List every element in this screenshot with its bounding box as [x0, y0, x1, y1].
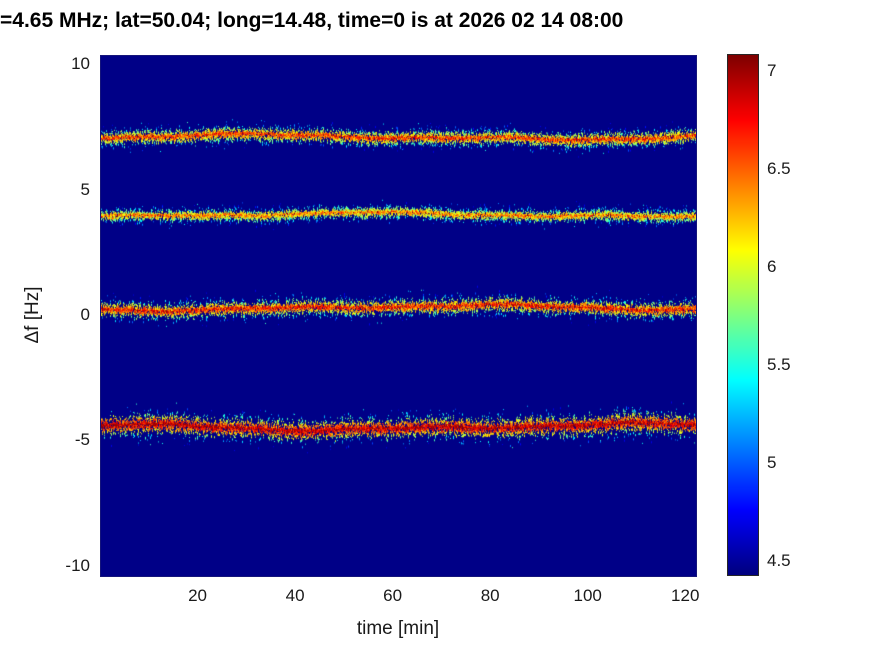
- spectrogram-canvas: [101, 56, 696, 576]
- x-tick-label: 80: [480, 586, 500, 605]
- colorbar-tick-label: 7: [767, 60, 777, 80]
- x-tick-label: 60: [383, 586, 403, 605]
- x-tick-label: 20: [188, 586, 207, 605]
- x-tick-label: 120: [671, 586, 700, 605]
- y-tick-label: 10: [71, 54, 90, 74]
- y-tick-label: 5: [80, 179, 90, 199]
- x-tick-label: 40: [285, 586, 305, 605]
- colorbar-tick-label: 4.5: [767, 551, 791, 571]
- x-axis-label: time [min]: [356, 618, 440, 639]
- colorbar-canvas: [728, 55, 758, 575]
- y-tick-label: 0: [80, 305, 90, 324]
- colorbar-tick-label: 5: [767, 453, 777, 473]
- y-tick-label: -5: [74, 430, 90, 450]
- colorbar: [727, 54, 759, 576]
- plot-area: [100, 55, 697, 577]
- colorbar-tick-label: 6: [767, 256, 777, 276]
- colorbar-tick-label: 6.5: [767, 158, 791, 178]
- colorbar-tick-label: 5.5: [767, 355, 791, 375]
- y-tick-label: -10: [65, 555, 90, 575]
- plot-title: =4.65 MHz; lat=50.04; long=14.48, time=0…: [0, 9, 624, 32]
- x-tick-label: 100: [573, 586, 602, 605]
